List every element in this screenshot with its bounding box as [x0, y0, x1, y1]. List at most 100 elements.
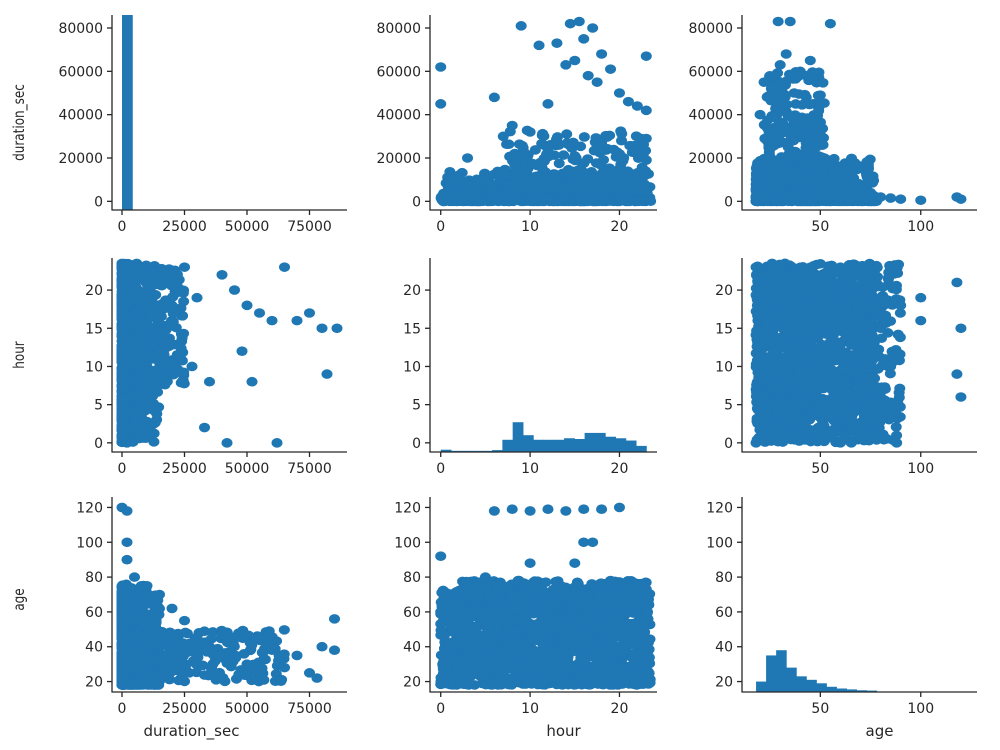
- scatter-point: [118, 415, 130, 426]
- scatter-point: [823, 262, 835, 272]
- scatter-point: [782, 370, 794, 381]
- y-tick-label: 80000: [58, 21, 103, 37]
- y-tick-label: 0: [94, 436, 103, 452]
- scatter-point: [780, 123, 792, 133]
- scatter-point: [834, 438, 846, 448]
- y-tick-label: 20000: [58, 151, 103, 167]
- scatter-point: [855, 393, 867, 403]
- scatter-point: [830, 355, 842, 366]
- scatter-point: [760, 153, 772, 164]
- scatter-point: [891, 430, 903, 441]
- scatter-point: [191, 292, 203, 303]
- scatter-point: [814, 122, 826, 133]
- scatter-point: [789, 195, 801, 206]
- scatter-point: [786, 311, 798, 322]
- scatter-point: [769, 307, 781, 318]
- scatter-point: [533, 40, 545, 51]
- scatter-point: [633, 196, 645, 206]
- scatter-point: [177, 378, 189, 388]
- scatter-point: [541, 183, 553, 194]
- scatter-point: [772, 409, 784, 420]
- scatter-point: [118, 347, 130, 357]
- scatter-point: [837, 411, 849, 422]
- scatter-point: [130, 267, 142, 278]
- scatter-point: [121, 438, 133, 448]
- scatter-point: [608, 144, 620, 155]
- scatter-point: [291, 315, 303, 326]
- scatter-point: [895, 194, 907, 204]
- scatter-point: [119, 313, 131, 324]
- scatter-point: [161, 323, 173, 334]
- scatter-point: [885, 193, 897, 203]
- scatter-point: [613, 88, 625, 98]
- scatter-point: [155, 311, 167, 322]
- scatter-point: [178, 296, 190, 307]
- y-tick-label: 15: [85, 321, 103, 337]
- scatter-point: [792, 348, 804, 359]
- scatter-point: [751, 300, 763, 311]
- scatter-point: [236, 346, 248, 356]
- hist-bar: [584, 432, 596, 452]
- scatter-point: [814, 99, 826, 109]
- scatter-point: [176, 333, 188, 343]
- x-tick-label: 0: [118, 219, 127, 235]
- scatter-point: [819, 280, 831, 291]
- scatter-point: [503, 196, 515, 207]
- hist-bar: [440, 449, 452, 452]
- scatter-point: [640, 105, 652, 116]
- scatter-point: [772, 391, 784, 402]
- y-tick-label: 0: [94, 194, 103, 210]
- scatter-point: [134, 362, 146, 372]
- x-tick-label: 50000: [225, 461, 270, 477]
- y-tick-label: 60000: [376, 64, 421, 80]
- scatter-point: [873, 344, 885, 355]
- x-tick-label: 20: [611, 461, 629, 477]
- scatter-point: [776, 85, 788, 96]
- scatter-point: [915, 195, 927, 206]
- hist-bar: [635, 445, 647, 452]
- scatter-point: [580, 173, 592, 183]
- panel-marks: [750, 16, 967, 207]
- scatter-point: [848, 365, 860, 376]
- scatter-point: [246, 376, 258, 387]
- scatter-point: [818, 153, 830, 163]
- scatter-point: [756, 343, 768, 354]
- scatter-point: [794, 367, 806, 378]
- scatter-point: [855, 261, 867, 271]
- y-tick-label: 5: [724, 398, 733, 414]
- x-tick-label: 0: [436, 219, 445, 235]
- scatter-point: [526, 158, 538, 169]
- scatter-point: [825, 364, 837, 374]
- scatter-point: [129, 346, 141, 357]
- scatter-point: [811, 300, 823, 311]
- scatter-point: [864, 352, 876, 363]
- scatter-point: [876, 360, 888, 371]
- scatter-point: [567, 196, 579, 207]
- scatter-point: [463, 186, 475, 196]
- y-tick-label: 60000: [58, 64, 103, 80]
- scatter-point: [558, 150, 570, 160]
- scatter-point: [817, 167, 829, 178]
- hist-bar: [625, 440, 637, 452]
- scatter-point: [791, 164, 803, 175]
- scatter-point: [146, 339, 158, 349]
- scatter-point: [254, 308, 265, 318]
- hist-bar: [512, 422, 524, 452]
- y-tick-label: 20000: [376, 151, 421, 167]
- scatter-point: [814, 396, 826, 406]
- scatter-point: [835, 291, 847, 301]
- scatter-point: [754, 109, 766, 120]
- scatter-point: [843, 349, 855, 360]
- scatter-point: [241, 300, 253, 311]
- scatter-point: [133, 370, 145, 381]
- scatter-point: [582, 196, 594, 207]
- scatter-point: [116, 296, 128, 307]
- scatter-point: [844, 177, 856, 187]
- scatter-point: [615, 185, 627, 196]
- x-tick-label: 75000: [287, 219, 332, 235]
- scatter-point: [822, 405, 834, 415]
- scatter-point: [529, 145, 541, 155]
